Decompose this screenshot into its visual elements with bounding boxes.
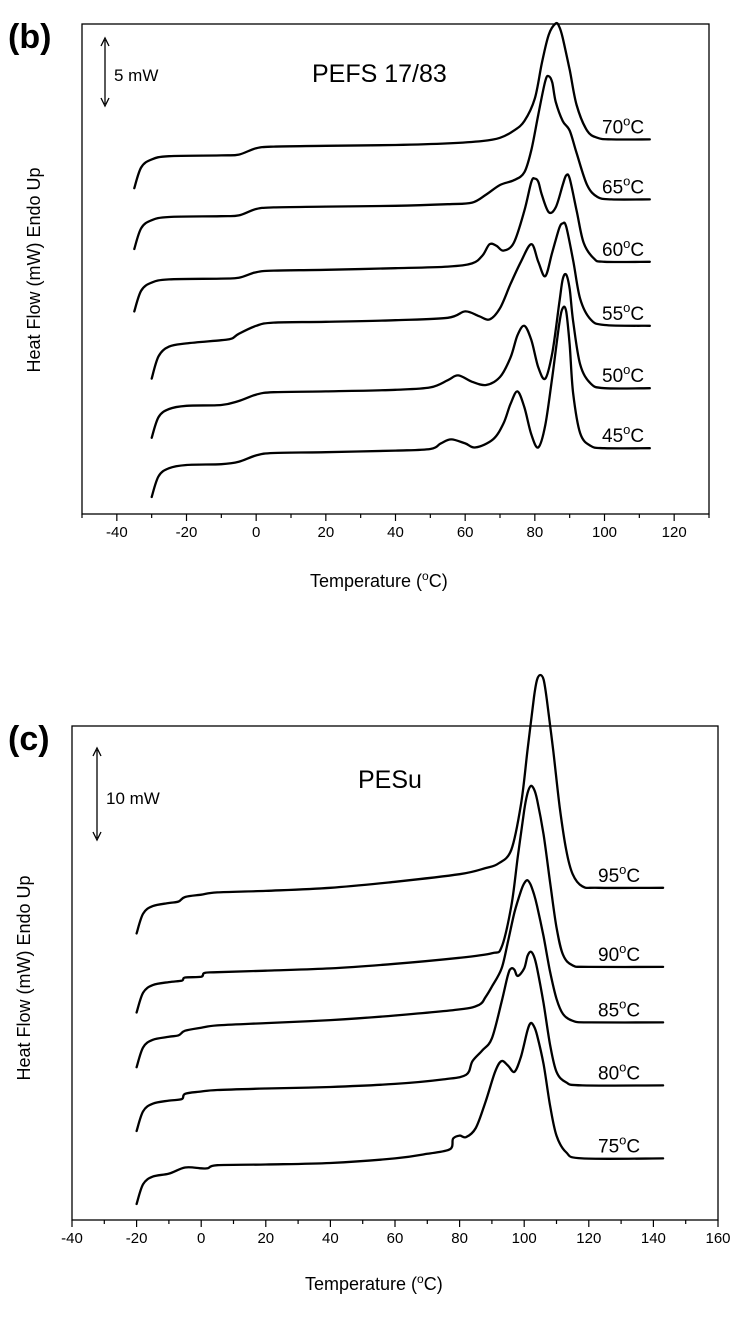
series-label-75: 75oC <box>598 1132 640 1157</box>
x-tick-label: -40 <box>106 524 128 541</box>
chart-title: PEFS 17/83 <box>312 60 447 88</box>
series-label-60: 60oC <box>602 236 644 261</box>
scale-bar-label: 10 mW <box>106 789 160 808</box>
scale-bar-label: 5 mW <box>114 66 158 85</box>
panel-c: (c) PESu 10 mW Temperature (oC) Heat Flo… <box>8 673 731 1294</box>
series-line-65 <box>133 74 651 251</box>
x-tick-label: 0 <box>252 524 260 541</box>
y-axis-label: Heat Flow (mW) Endo Up <box>14 875 34 1080</box>
panel-letter: (c) <box>8 720 50 758</box>
x-axis-label: Temperature (oC) <box>305 1272 443 1294</box>
x-tick-label: 80 <box>526 524 543 541</box>
panel-b: (b) PEFS 17/83 5 mW Temperature (oC) Hea… <box>8 18 710 591</box>
series-label-70: 70oC <box>602 113 644 138</box>
series-line-50 <box>150 272 651 439</box>
x-tick-label: -20 <box>126 1230 148 1247</box>
scale-bar: 10 mW <box>92 746 160 842</box>
chart-title: PESu <box>358 766 422 794</box>
x-tick-label: 80 <box>451 1230 468 1247</box>
series-curves <box>133 21 651 499</box>
series-label-85: 85oC <box>598 996 640 1021</box>
series-labels: 75oC 80oC 85oC 90oC 95oC <box>598 862 640 1158</box>
series-line-55 <box>150 221 651 380</box>
panel-letter: (b) <box>8 18 51 56</box>
series-line-85 <box>135 879 665 1069</box>
x-tick-label: 120 <box>662 524 687 541</box>
series-label-65: 65oC <box>602 173 644 198</box>
x-tick-label: 20 <box>317 524 334 541</box>
x-axis-label: Temperature (oC) <box>310 569 448 591</box>
x-tick-label: 40 <box>322 1230 339 1247</box>
x-axis-ticks: -40 -20 0 20 40 60 80 100 120 140 160 <box>61 1220 731 1247</box>
series-label-55: 55oC <box>602 300 644 325</box>
x-tick-label: -40 <box>61 1230 83 1247</box>
series-label-45: 45oC <box>602 422 644 447</box>
series-label-80: 80oC <box>598 1059 640 1084</box>
series-labels: 45oC 50oC 55oC 60oC 65oC 70oC <box>602 113 644 447</box>
y-axis-label: Heat Flow (mW) Endo Up <box>24 167 44 372</box>
series-label-95: 95oC <box>598 862 640 887</box>
series-line-60 <box>133 173 651 313</box>
series-line-70 <box>133 21 651 190</box>
x-tick-label: 140 <box>641 1230 666 1247</box>
x-tick-label: 120 <box>576 1230 601 1247</box>
x-axis-ticks: -40 -20 0 20 40 60 80 100 120 <box>81 514 710 541</box>
series-line-80 <box>135 950 665 1133</box>
x-tick-label: 40 <box>387 524 404 541</box>
x-tick-label: 60 <box>387 1230 404 1247</box>
x-tick-label: 160 <box>705 1230 730 1247</box>
x-tick-label: 100 <box>512 1230 537 1247</box>
series-line-45 <box>150 305 651 499</box>
scale-bar: 5 mW <box>100 36 158 108</box>
series-line-90 <box>135 784 665 1014</box>
x-tick-label: -20 <box>176 524 198 541</box>
x-tick-label: 100 <box>592 524 617 541</box>
series-label-90: 90oC <box>598 941 640 966</box>
series-line-95 <box>135 673 665 935</box>
x-tick-label: 60 <box>457 524 474 541</box>
series-curves <box>135 673 665 1206</box>
series-label-50: 50oC <box>602 362 644 387</box>
x-tick-label: 0 <box>197 1230 205 1247</box>
x-tick-label: 20 <box>257 1230 274 1247</box>
series-line-75 <box>135 1021 665 1206</box>
